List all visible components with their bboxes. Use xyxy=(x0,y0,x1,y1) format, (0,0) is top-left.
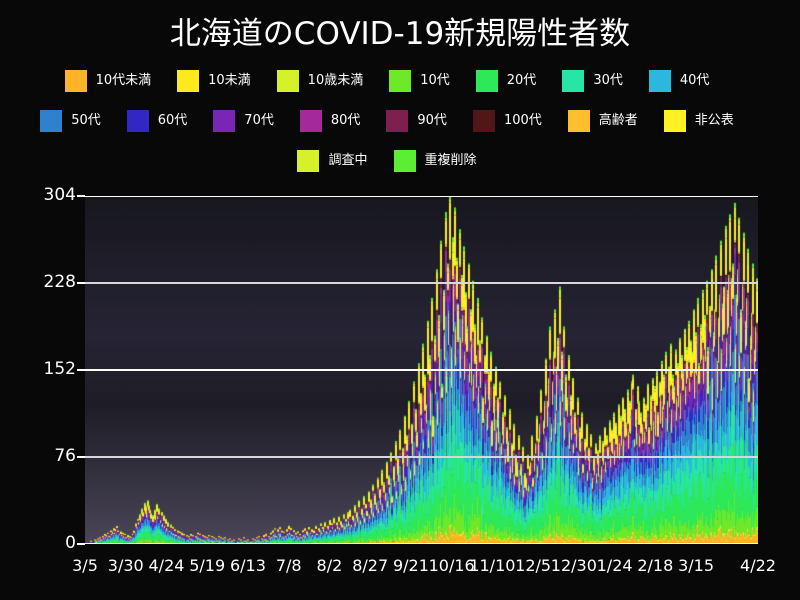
y-tick-label: 76 xyxy=(54,446,76,466)
legend-item-10代未満[interactable]: 10代未満 xyxy=(64,68,178,94)
legend-swatch-icon xyxy=(276,70,299,92)
legend-item-重複削除[interactable]: 重複削除 xyxy=(393,148,503,174)
legend-label: 100代 xyxy=(503,113,542,128)
x-tick-label: 4/24 xyxy=(148,556,185,575)
y-tick-label: 228 xyxy=(43,272,76,292)
legend-label: 10代未満 xyxy=(95,73,152,88)
legend-swatch-icon xyxy=(64,70,87,92)
legend-label: 20代 xyxy=(506,73,537,88)
x-tick-label: 12/5 xyxy=(515,556,552,575)
legend-label: 10代 xyxy=(420,73,450,88)
gridline xyxy=(85,369,758,371)
legend-item-20代[interactable]: 20代 xyxy=(475,68,563,94)
legend-label: 非公表 xyxy=(694,113,734,128)
legend-item-90代[interactable]: 90代 xyxy=(386,108,473,134)
legend-label: 調査中 xyxy=(328,153,368,168)
x-tick-label: 3/5 xyxy=(72,556,98,575)
legend-label: 10歳未満 xyxy=(307,73,364,88)
legend-swatch-icon xyxy=(648,70,671,92)
legend-swatch-icon xyxy=(663,110,686,132)
x-tick-label: 2/18 xyxy=(637,556,674,575)
legend-swatch-icon xyxy=(40,110,63,132)
legend-label: 高齢者 xyxy=(598,113,638,128)
legend-swatch-icon xyxy=(567,110,590,132)
legend-label: 40代 xyxy=(679,73,710,88)
legend-item-100代[interactable]: 100代 xyxy=(472,108,568,134)
plot-area xyxy=(85,196,758,544)
legend-swatch-icon xyxy=(472,110,495,132)
legend-item-10代[interactable]: 10代 xyxy=(389,68,476,94)
legend-swatch-icon xyxy=(297,150,320,172)
gridline xyxy=(85,196,758,197)
legend-item-調査中[interactable]: 調査中 xyxy=(297,148,393,174)
legend-label: 80代 xyxy=(330,113,361,128)
y-tick-label: 152 xyxy=(43,359,76,379)
y-tick-mark xyxy=(77,456,85,458)
y-tick-mark xyxy=(77,195,85,197)
y-axis: 0 76 152 228 304 xyxy=(0,0,85,600)
x-tick-label: 10/16 xyxy=(428,556,475,575)
legend-item-非公表[interactable]: 非公表 xyxy=(663,108,760,134)
legend-row-2: 50代 60代 70代 80代 90代 100代 高齢者 非公表 xyxy=(0,108,800,134)
gridline xyxy=(85,282,758,284)
legend-swatch-icon xyxy=(562,70,585,92)
x-tick-label: 7/8 xyxy=(275,556,302,575)
legend-item-50代[interactable]: 50代 xyxy=(40,108,127,134)
y-tick-mark xyxy=(77,369,85,371)
x-tick-label: 1/24 xyxy=(596,556,633,575)
x-tick-label: 5/19 xyxy=(189,556,226,575)
y-tick-mark xyxy=(77,543,85,545)
legend-swatch-icon xyxy=(393,150,416,172)
legend-item-高齢者[interactable]: 高齢者 xyxy=(567,108,664,134)
x-tick-label: 3/30 xyxy=(107,556,144,575)
x-tick-label: 11/10 xyxy=(469,556,516,575)
legend-row-3: 調査中 重複削除 xyxy=(0,148,800,174)
legend-item-10未満[interactable]: 10未満 xyxy=(177,68,277,94)
x-tick-label: 4/22 xyxy=(740,556,776,575)
legend-item-70代[interactable]: 70代 xyxy=(213,108,300,134)
page-title: 北海道のCOVID-19新規陽性者数 xyxy=(169,16,631,52)
legend-swatch-icon xyxy=(386,110,409,132)
x-axis: 3/5 3/30 4/24 5/19 6/13 7/8 8/2 8/27 9/21 10/16 11… xyxy=(0,556,800,586)
x-tick-label: 8/27 xyxy=(352,556,389,575)
legend-label: 70代 xyxy=(244,113,274,128)
legend-label: 10未満 xyxy=(208,73,251,88)
legend-swatch-icon xyxy=(213,110,236,132)
x-tick-label: 8/2 xyxy=(316,556,343,575)
legend-swatch-icon xyxy=(299,110,322,132)
y-tick-label: 304 xyxy=(43,185,76,205)
legend-swatch-icon xyxy=(475,70,498,92)
gridline xyxy=(85,456,758,458)
legend-item-10歳未満[interactable]: 10歳未満 xyxy=(276,68,390,94)
legend-swatch-icon xyxy=(126,110,149,132)
x-tick-label: 6/13 xyxy=(229,556,266,575)
legend-swatch-icon xyxy=(177,70,200,92)
x-tick-label: 3/15 xyxy=(678,556,715,575)
x-tick-label: 9/21 xyxy=(392,556,429,575)
legend-label: 90代 xyxy=(417,113,447,128)
x-tick-label: 12/30 xyxy=(550,556,597,575)
legend-item-60代[interactable]: 60代 xyxy=(126,108,214,134)
y-tick-mark xyxy=(77,282,85,284)
legend-label: 30代 xyxy=(593,73,623,88)
legend-item-40代[interactable]: 40代 xyxy=(648,68,736,94)
legend-swatch-icon xyxy=(389,70,412,92)
legend-row-1: 10代未満 10未満 10歳未満 10代 20代 30代 40代 xyxy=(0,68,800,94)
legend-label: 60代 xyxy=(157,113,188,128)
y-tick-label: 0 xyxy=(65,533,76,553)
legend-label: 重複削除 xyxy=(424,153,477,168)
legend-label: 50代 xyxy=(71,113,101,128)
gridline xyxy=(85,543,758,544)
legend-item-30代[interactable]: 30代 xyxy=(562,68,649,94)
legend-item-80代[interactable]: 80代 xyxy=(299,108,387,134)
